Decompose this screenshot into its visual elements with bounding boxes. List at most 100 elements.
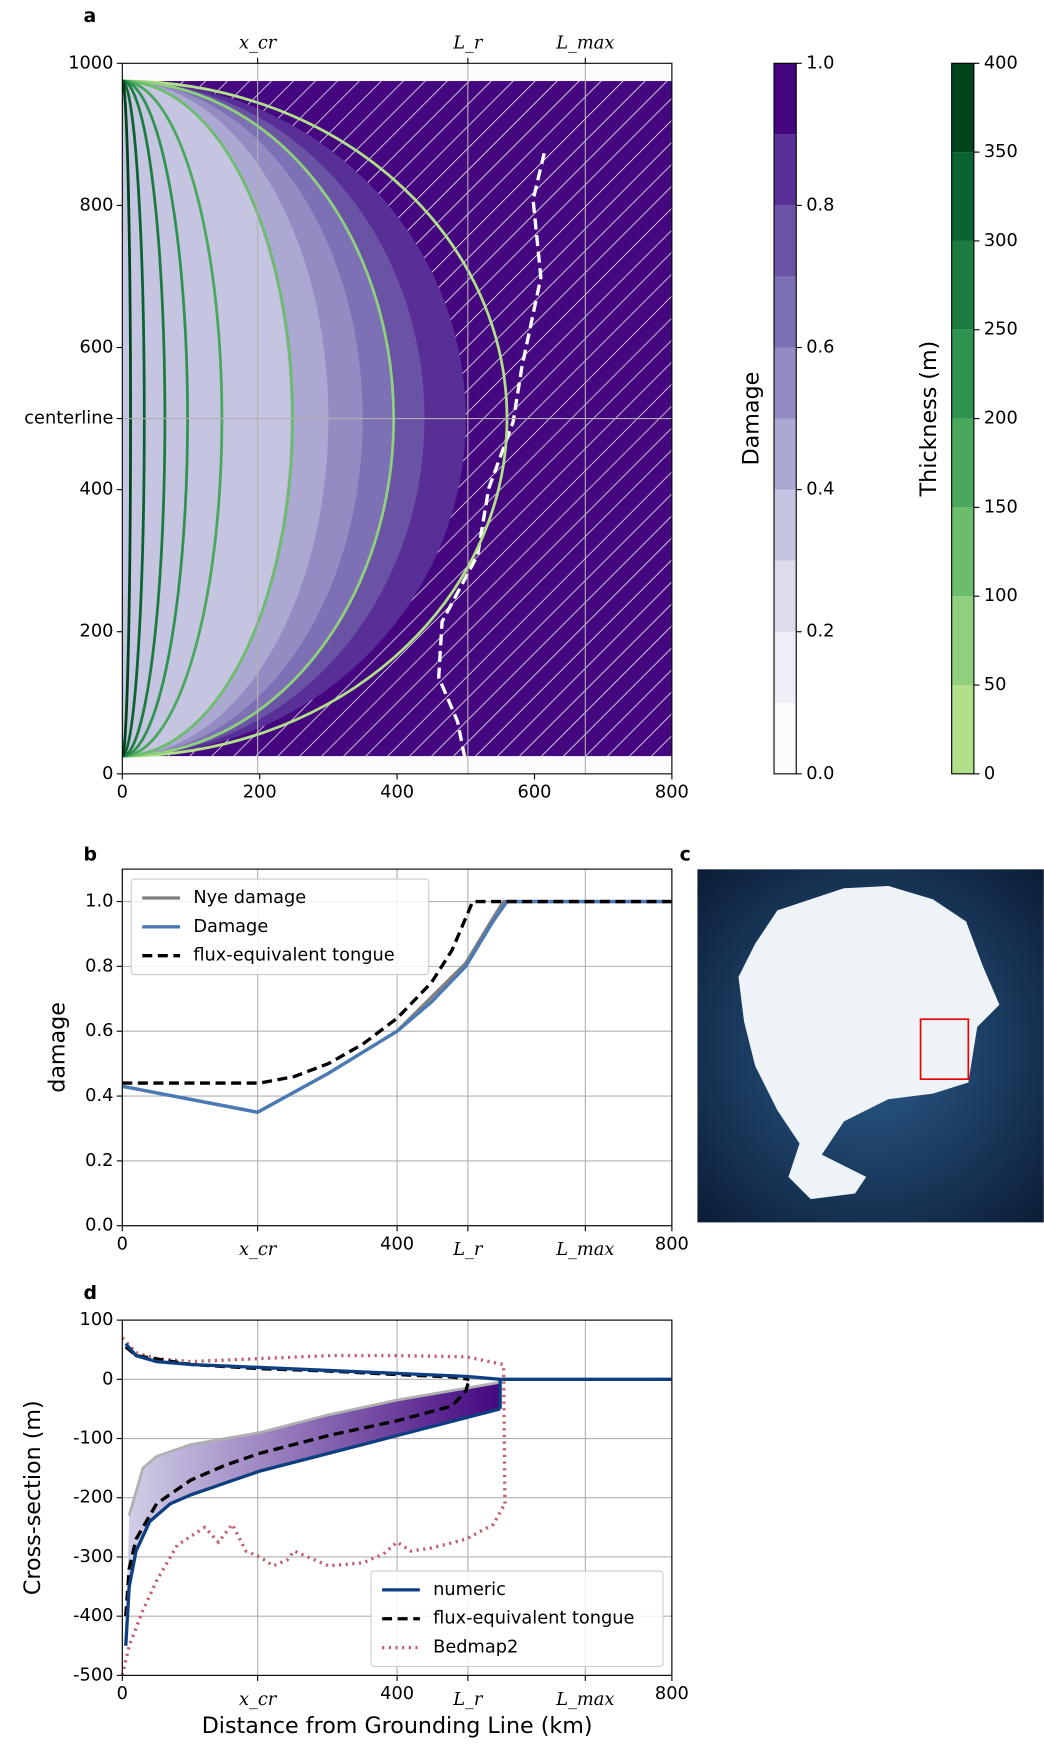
legend-label: numeric — [433, 1580, 506, 1600]
nye-base-line — [127, 1380, 501, 1516]
legend-label: Damage — [193, 917, 268, 937]
colorbar-frame — [773, 62, 797, 775]
y-tick-label: -400 — [73, 1606, 113, 1626]
colorbar-tick-label: 300 — [984, 231, 1018, 251]
colorbar-band — [774, 489, 797, 561]
colorbar-tick-label: 250 — [984, 320, 1018, 340]
y-tick-label: centerline — [24, 409, 113, 429]
y-tick-label: -200 — [73, 1488, 113, 1508]
axes-frame — [121, 62, 673, 775]
x-tick-label: 400 — [380, 783, 414, 803]
series-line — [122, 899, 672, 1085]
top-tick-label: x_cr — [239, 33, 278, 53]
y-axis-label: damage — [44, 1002, 70, 1093]
colorbar-band — [774, 63, 797, 135]
legend-label: Bedmap2 — [433, 1638, 518, 1658]
colorbar-band — [951, 240, 974, 330]
colorbar-band — [951, 685, 974, 774]
colorbar-band — [774, 560, 797, 632]
x-tick-label: 600 — [518, 783, 552, 803]
y-tick-label: 0 — [102, 1369, 113, 1389]
x-tick-label: 200 — [243, 783, 277, 803]
y-tick-label: 0.8 — [85, 956, 113, 976]
x-tick-label: x_cr — [239, 1240, 278, 1260]
colorbar-tick-label: 0.8 — [806, 195, 834, 215]
x-tick-label: 400 — [380, 1235, 414, 1255]
colorbar-band — [774, 276, 797, 348]
colorbar-tick-label: 0.4 — [806, 480, 834, 500]
panel-label: a — [83, 5, 96, 27]
colorbar-label: Thickness (m) — [916, 341, 942, 498]
y-tick-label: 100 — [80, 1310, 114, 1330]
colorbar-band — [951, 329, 974, 419]
y-tick-label: 0.4 — [85, 1086, 113, 1106]
x-tick-label: 0 — [117, 1684, 128, 1704]
y-axis-label: Cross-section (m) — [20, 1400, 46, 1595]
y-tick-label: 200 — [80, 622, 114, 642]
colorbar-tick-label: 1.0 — [806, 53, 834, 73]
base-line — [120, 1502, 507, 1676]
x-tick-label: L_max — [555, 1240, 614, 1260]
colorbar-band — [774, 347, 797, 419]
colorbar-tick-label: 0.6 — [806, 338, 834, 358]
y-tick-label: 600 — [80, 338, 114, 358]
x-tick-label: L_max — [555, 1690, 614, 1710]
colorbar-band — [774, 418, 797, 490]
y-tick-label: 0.6 — [85, 1021, 113, 1041]
colorbar-band — [774, 631, 797, 703]
x-tick-label: 800 — [655, 783, 689, 803]
front-connector — [501, 1364, 507, 1504]
y-tick-label: 0.2 — [85, 1151, 113, 1171]
panel-label: d — [83, 1282, 97, 1304]
colorbar-tick-label: 150 — [984, 497, 1018, 517]
legend-box — [130, 878, 430, 976]
y-tick-label: -100 — [73, 1429, 113, 1449]
satellite-image — [697, 869, 1044, 1223]
colorbar-band — [774, 702, 797, 774]
x-tick-label: L_r — [452, 1240, 484, 1260]
surface-line — [124, 1342, 672, 1381]
x-tick-label: 400 — [380, 1684, 414, 1704]
legend-label: Nye damage — [193, 888, 306, 908]
colorbar-band — [774, 134, 797, 206]
axes-frame — [121, 868, 673, 1227]
colorbar-tick-label: 0.0 — [806, 764, 834, 784]
legend-label: flux-equivalent tongue — [193, 946, 394, 966]
legend-label: flux-equivalent tongue — [433, 1609, 634, 1629]
coastline — [437, 152, 546, 767]
region-box — [919, 1018, 970, 1081]
y-tick-label: 1.0 — [85, 892, 113, 912]
series-line — [121, 899, 672, 1115]
base-line — [124, 1407, 501, 1646]
legend-box — [370, 1570, 664, 1668]
colorbar-tick-label: 400 — [984, 53, 1018, 73]
colorbar-band — [951, 507, 974, 597]
y-tick-label: 1000 — [68, 53, 113, 73]
base-line — [124, 1378, 471, 1617]
top-tick-label: L_max — [555, 33, 614, 53]
colorbar-band — [951, 596, 974, 686]
top-tick-label: L_r — [452, 33, 484, 53]
y-tick-label: -300 — [73, 1547, 113, 1567]
ice-sheet — [738, 885, 1000, 1200]
colorbar-tick-label: 0.2 — [806, 622, 834, 642]
colorbar-tick-label: 50 — [984, 675, 1007, 695]
surface-line — [121, 1336, 504, 1367]
colorbar-band — [951, 152, 974, 241]
axes-frame — [121, 1319, 673, 1676]
y-tick-label: -500 — [73, 1665, 113, 1685]
y-tick-label: 0 — [102, 764, 113, 784]
colorbar-band — [774, 205, 797, 277]
colorbar-tick-label: 0 — [984, 764, 995, 784]
colorbar-tick-label: 200 — [984, 409, 1018, 429]
damage-shading — [125, 1382, 501, 1646]
y-tick-label: 0.0 — [85, 1216, 113, 1236]
colorbar-label: Damage — [738, 372, 764, 466]
colorbar-tick-label: 100 — [984, 586, 1018, 606]
x-tick-label: L_r — [452, 1690, 484, 1710]
x-tick-label: 0 — [117, 1235, 128, 1255]
panel-label: b — [83, 843, 97, 865]
colorbar-band — [951, 418, 974, 508]
